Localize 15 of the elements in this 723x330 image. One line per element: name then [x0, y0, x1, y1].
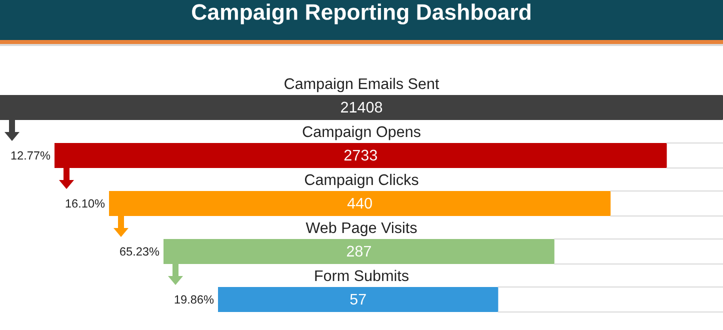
category-label: Campaign Opens — [302, 126, 420, 140]
text: Campaign Reporting Dashboard — [192, 4, 530, 24]
data-label: 57 — [350, 294, 366, 305]
data-label: 21408 — [341, 102, 382, 113]
data-label: 2733 — [344, 150, 377, 161]
category-label: Web Page Visits — [306, 222, 417, 236]
category-label: Form Submits — [315, 270, 408, 282]
text: 16.10% — [66, 199, 105, 208]
data-label: 287 — [346, 246, 371, 257]
category-label: Campaign Clicks — [304, 174, 418, 188]
text: 19.86% — [174, 295, 214, 304]
text: 12.77% — [11, 151, 50, 160]
category-label: Campaign Emails Sent — [284, 78, 440, 92]
data-label: 440 — [347, 198, 372, 209]
text: 65.23% — [120, 247, 160, 256]
